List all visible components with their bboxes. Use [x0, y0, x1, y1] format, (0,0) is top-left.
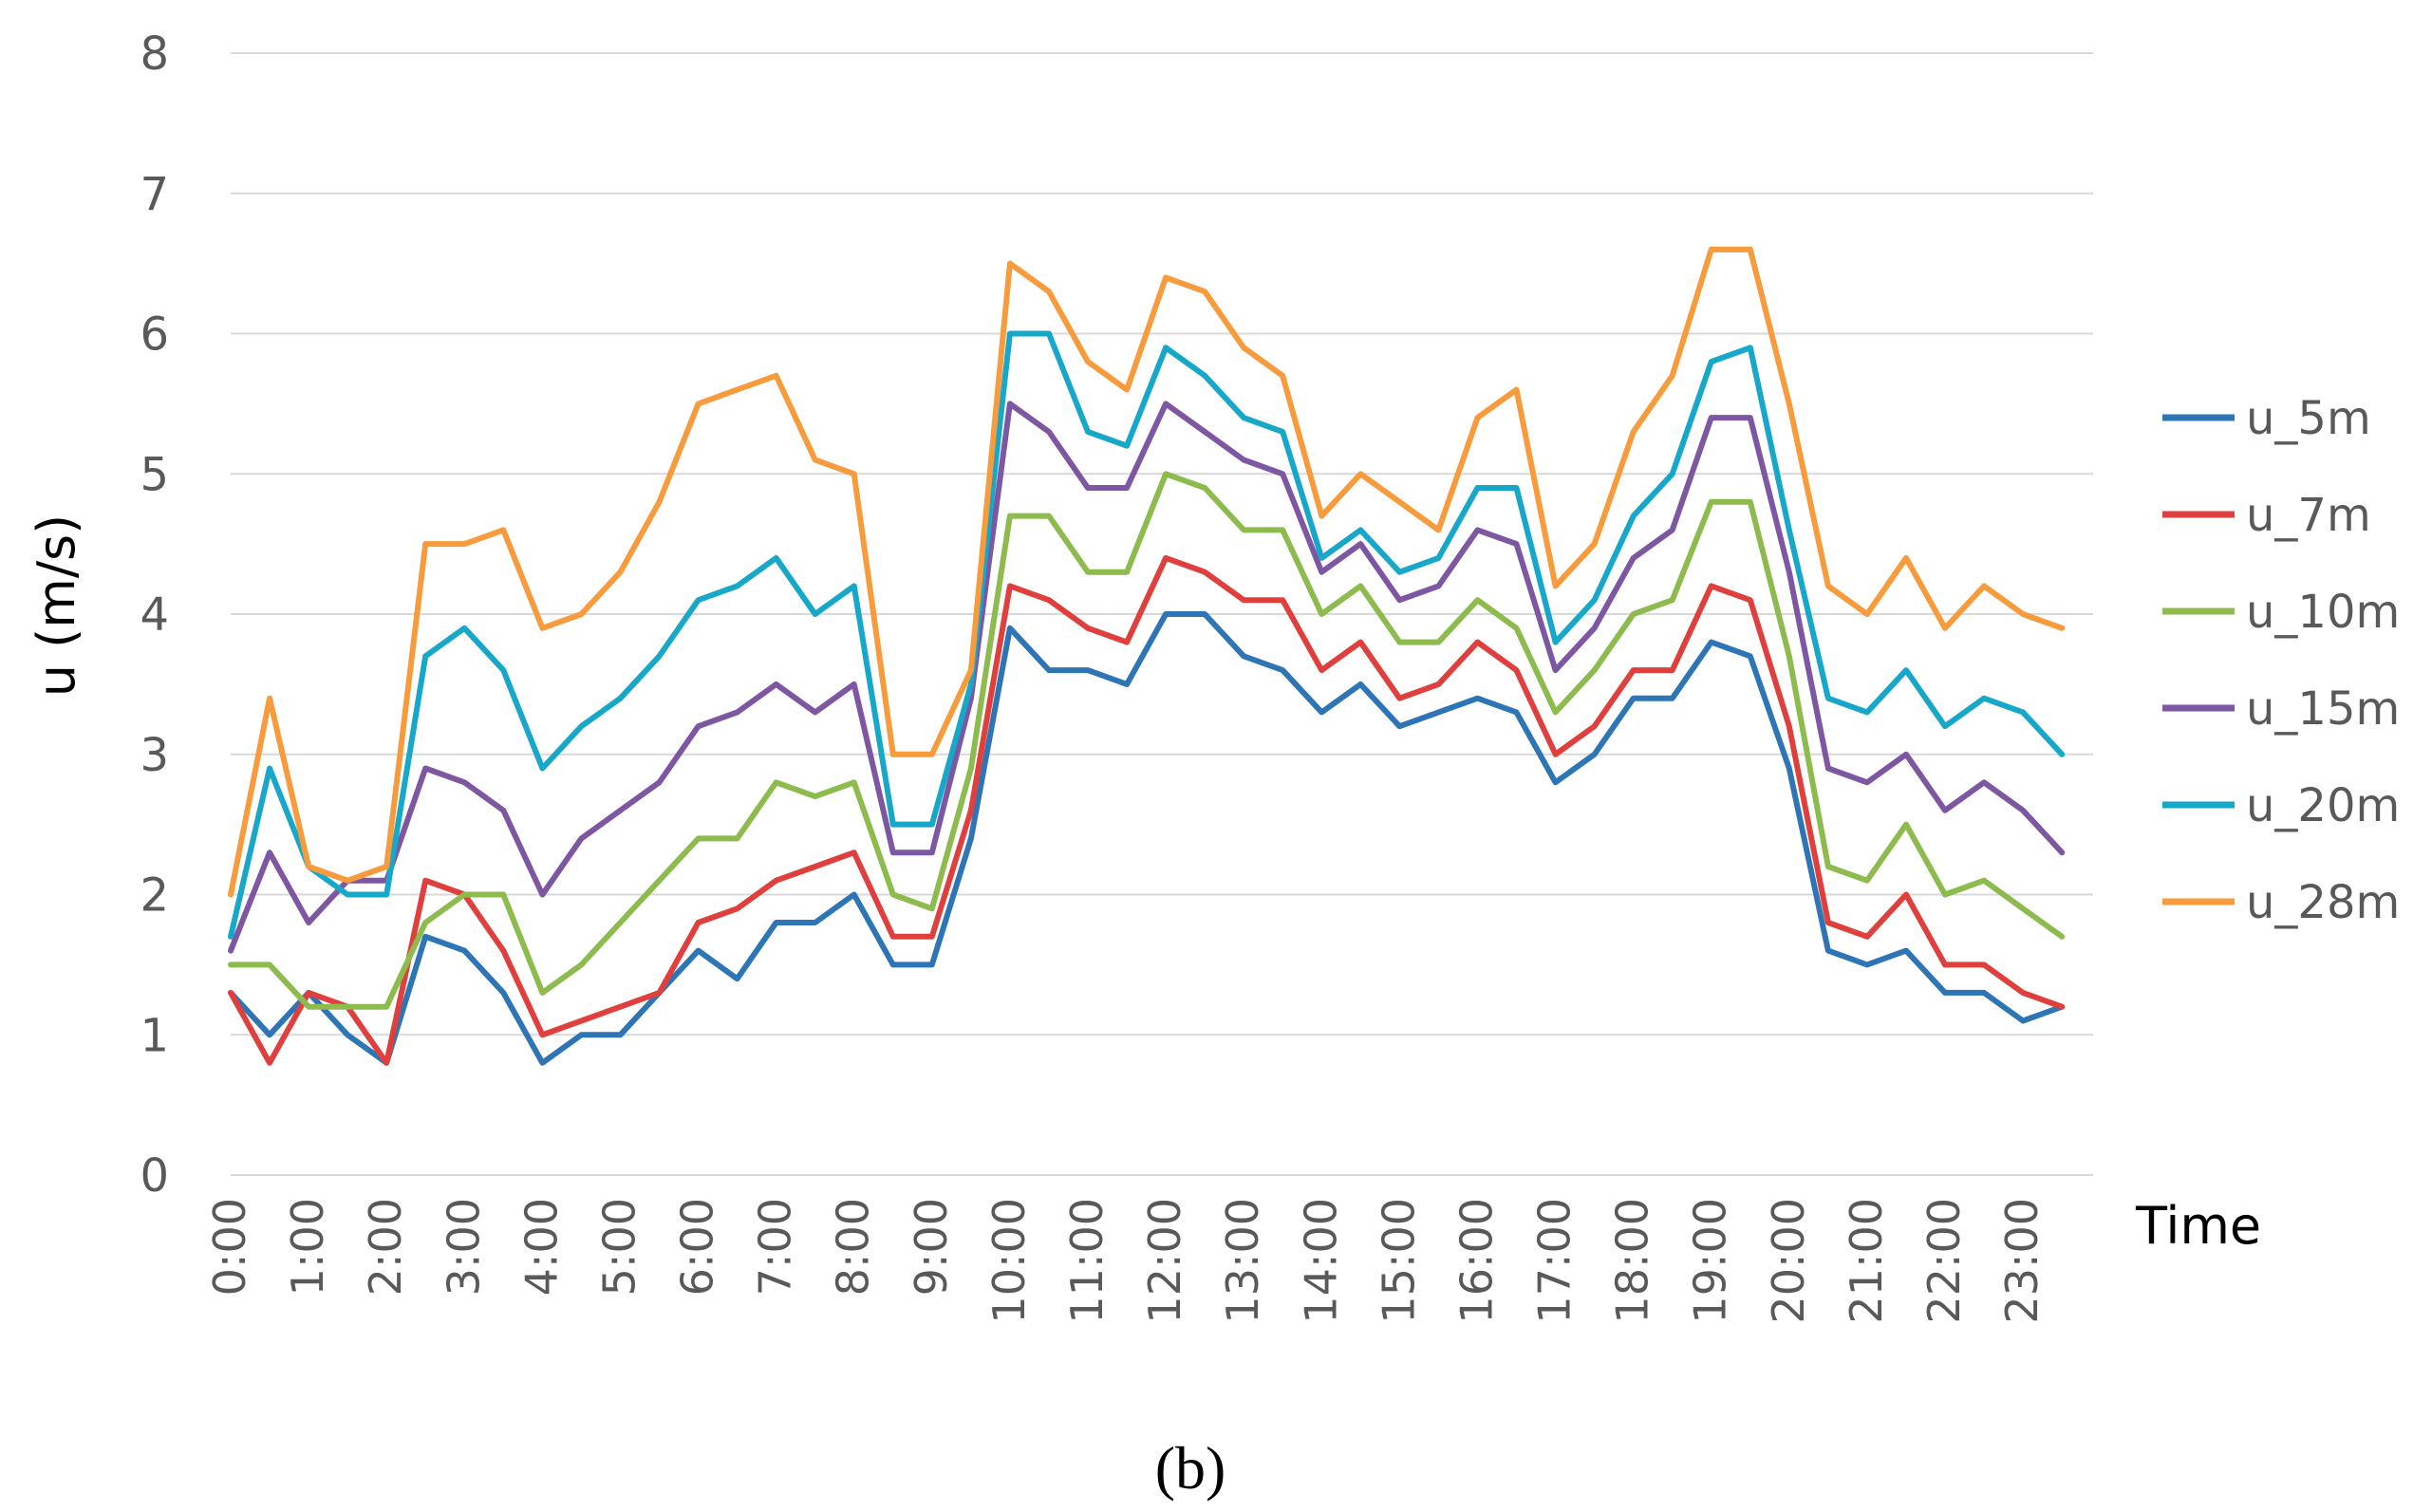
legend-label: u_15m [2246, 682, 2400, 736]
x-tick-label: 3:00 [438, 1198, 489, 1296]
caption: (b) [1155, 1434, 1226, 1502]
y-tick-label: 1 [140, 1009, 169, 1062]
y-tick-label: 0 [140, 1149, 169, 1203]
y-axis-label: u (m/s) [27, 514, 86, 697]
x-tick-label: 12:00 [1139, 1198, 1190, 1324]
x-tick-label: 1:00 [282, 1198, 333, 1296]
x-tick-label: 23:00 [1996, 1198, 2048, 1324]
legend: u_5m u_7m u_10m u_15m u_20m u_28m [2162, 392, 2400, 929]
x-tick-label: 14:00 [1295, 1198, 1346, 1324]
x-tick-label: 19:00 [1685, 1198, 1736, 1324]
x-tick-label: 11:00 [1061, 1198, 1113, 1324]
legend-label: u_7m [2246, 489, 2371, 542]
x-tick-label: 20:00 [1763, 1198, 1814, 1324]
y-tick-label: 4 [140, 588, 169, 642]
x-tick-label: 18:00 [1607, 1198, 1658, 1324]
x-tick-label: 17:00 [1529, 1198, 1581, 1324]
x-tick-label: 5:00 [593, 1198, 645, 1296]
legend-label: u_10m [2246, 586, 2400, 639]
y-tick-label: 7 [140, 168, 169, 221]
series-line-u-5m [228, 611, 2066, 1066]
x-tick-label: 2:00 [360, 1198, 411, 1296]
y-tick-label: 8 [140, 28, 169, 81]
series-line-u-10m [228, 471, 2066, 1010]
x-tick-label: 9:00 [906, 1198, 957, 1296]
legend-label: u_20m [2246, 779, 2400, 832]
legend-label: u_5m [2246, 392, 2371, 445]
series-line-u-20m [228, 330, 2066, 940]
y-tick-label: 3 [140, 729, 169, 782]
series-line-u-28m [228, 246, 2066, 898]
x-tick-label: 15:00 [1373, 1198, 1424, 1324]
x-tick-label: 4:00 [515, 1198, 567, 1296]
x-tick-label: 13:00 [1217, 1198, 1268, 1324]
x-tick-label: 22:00 [1918, 1198, 1970, 1324]
x-tick-label: 0:00 [204, 1198, 255, 1296]
x-tick-label: 10:00 [983, 1198, 1035, 1324]
y-tick-label: 6 [140, 308, 169, 362]
series-group [228, 246, 2066, 1066]
x-tick-label: 7:00 [750, 1198, 801, 1296]
x-tick-label: 21:00 [1841, 1198, 1892, 1324]
y-tick-label: 5 [140, 448, 169, 501]
y-axis-ticks: 0 1 2 3 4 5 6 7 8 [140, 28, 169, 1203]
x-tick-label: 16:00 [1450, 1198, 1502, 1324]
legend-label: u_28m [2246, 876, 2400, 929]
y-tick-label: 2 [140, 869, 169, 923]
x-axis-label: Time [2135, 1196, 2261, 1256]
series-line-u-7m [228, 554, 2066, 1066]
x-tick-label: 8:00 [828, 1198, 879, 1296]
x-tick-label: 6:00 [672, 1198, 723, 1296]
series-line-u-15m [228, 401, 2066, 954]
x-axis-ticks: 0:00 1:00 2:00 3:00 4:00 5:00 6:00 7:00 8:00 9:00… [204, 1198, 2048, 1324]
